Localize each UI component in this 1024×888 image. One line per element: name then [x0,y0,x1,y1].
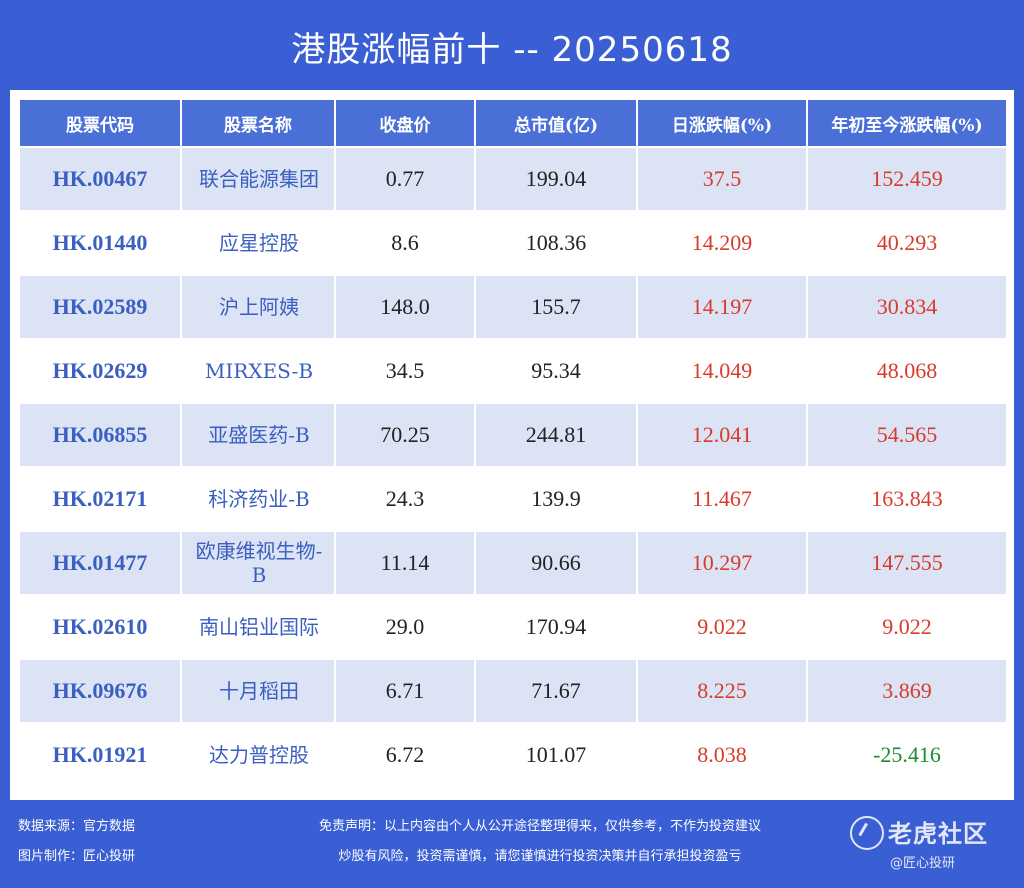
stock-name-cell: 亚盛医药-B [180,402,336,468]
stock-code-cell: HK.01440 [18,210,182,276]
table-card: 股票代码 股票名称 收盘价 总市值(亿) 日涨跌幅(%) 年初至今涨跌幅(%) … [10,90,1014,800]
stock-name-cell: 沪上阿姨 [180,274,336,340]
table-row: HK.01921 达力普控股 6.72 101.07 8.038 -25.416 [18,722,1008,788]
close-price-cell: 0.77 [334,146,476,212]
stock-name-cell: 应星控股 [180,210,336,276]
market-cap-cell: 95.34 [474,338,638,404]
close-price-cell: 8.6 [334,210,476,276]
table-row: HK.01477 欧康维视生物-B 11.14 90.66 10.297 147.555 [18,530,1008,596]
stock-name-cell: MIRXES-B [180,338,336,404]
footer-left: 数据来源：官方数据 图片制作：匠心投研 [18,812,135,872]
data-source: 数据来源：官方数据 [18,819,136,834]
stock-code-cell: HK.02610 [18,594,182,660]
disclaimer-line-2: 炒股有风险，投资需谨慎，请您谨慎进行投资决策并自行承担投资盈亏 [338,849,742,864]
day-change-cell: 11.467 [636,466,808,532]
disclaimer-line-1: 免责声明：以上内容由个人从公开途径整理得来，仅供参考，不作为投资建议 [318,819,761,834]
stock-table: 股票代码 股票名称 收盘价 总市值(亿) 日涨跌幅(%) 年初至今涨跌幅(%) … [18,98,1008,788]
ytd-change-cell: 147.555 [806,530,1008,596]
table-row: HK.09676 十月稻田 6.71 71.67 8.225 3.869 [18,658,1008,724]
ytd-change-cell: 54.565 [806,402,1008,468]
image-maker: 图片制作：匠心投研 [18,849,136,864]
market-cap-cell: 170.94 [474,594,638,660]
day-change-cell: 14.049 [636,338,808,404]
table-row: HK.00467 联合能源集团 0.77 199.04 37.5 152.459 [18,146,1008,212]
ytd-change-cell: 9.022 [806,594,1008,660]
close-price-cell: 11.14 [334,530,476,596]
disclaimer: 免责声明：以上内容由个人从公开途径整理得来，仅供参考，不作为投资建议 炒股有风险… [250,812,830,872]
table-row: HK.02610 南山铝业国际 29.0 170.94 9.022 9.022 [18,594,1008,660]
header-name: 股票名称 [180,98,336,148]
brand-watermark: 老虎社区 @匠心投研 [830,812,1010,882]
ytd-change-cell: 163.843 [806,466,1008,532]
stock-name-cell: 达力普控股 [180,722,336,788]
tiger-logo-icon [850,816,884,850]
stock-code-cell: HK.01477 [18,530,182,596]
day-change-cell: 14.197 [636,274,808,340]
day-change-cell: 14.209 [636,210,808,276]
brand-handle: @匠心投研 [890,856,956,871]
market-cap-cell: 108.36 [474,210,638,276]
header-code: 股票代码 [18,98,182,148]
stock-name-cell: 十月稻田 [180,658,336,724]
day-change-cell: 12.041 [636,402,808,468]
stock-name-cell: 科济药业-B [180,466,336,532]
stock-code-cell: HK.02171 [18,466,182,532]
footer: 数据来源：官方数据 图片制作：匠心投研 免责声明：以上内容由个人从公开途径整理得… [0,812,1024,888]
header-close: 收盘价 [334,98,476,148]
close-price-cell: 6.71 [334,658,476,724]
table-header-row: 股票代码 股票名称 收盘价 总市值(亿) 日涨跌幅(%) 年初至今涨跌幅(%) [18,98,1008,148]
stock-code-cell: HK.02589 [18,274,182,340]
brand-name: 老虎社区 [888,820,988,848]
stock-name-cell: 南山铝业国际 [180,594,336,660]
market-cap-cell: 101.07 [474,722,638,788]
close-price-cell: 29.0 [334,594,476,660]
header-ytd-change: 年初至今涨跌幅(%) [806,98,1008,148]
header-market-cap: 总市值(亿) [474,98,638,148]
ytd-change-cell: 30.834 [806,274,1008,340]
close-price-cell: 70.25 [334,402,476,468]
stock-code-cell: HK.02629 [18,338,182,404]
header-day-change: 日涨跌幅(%) [636,98,808,148]
ytd-change-cell: -25.416 [806,722,1008,788]
ytd-change-cell: 40.293 [806,210,1008,276]
day-change-cell: 8.038 [636,722,808,788]
close-price-cell: 6.72 [334,722,476,788]
stock-code-cell: HK.01921 [18,722,182,788]
table-row: HK.06855 亚盛医药-B 70.25 244.81 12.041 54.565 [18,402,1008,468]
market-cap-cell: 90.66 [474,530,638,596]
market-cap-cell: 139.9 [474,466,638,532]
close-price-cell: 148.0 [334,274,476,340]
close-price-cell: 24.3 [334,466,476,532]
stock-code-cell: HK.00467 [18,146,182,212]
stock-code-cell: HK.09676 [18,658,182,724]
table-row: HK.02629 MIRXES-B 34.5 95.34 14.049 48.068 [18,338,1008,404]
day-change-cell: 10.297 [636,530,808,596]
day-change-cell: 8.225 [636,658,808,724]
day-change-cell: 9.022 [636,594,808,660]
close-price-cell: 34.5 [334,338,476,404]
market-cap-cell: 244.81 [474,402,638,468]
day-change-cell: 37.5 [636,146,808,212]
stock-name-cell: 联合能源集团 [180,146,336,212]
page-title: 港股涨幅前十 -- 20250618 [291,30,733,70]
market-cap-cell: 155.7 [474,274,638,340]
stock-code-cell: HK.06855 [18,402,182,468]
market-cap-cell: 71.67 [474,658,638,724]
table-row: HK.02171 科济药业-B 24.3 139.9 11.467 163.843 [18,466,1008,532]
table-row: HK.02589 沪上阿姨 148.0 155.7 14.197 30.834 [18,274,1008,340]
market-cap-cell: 199.04 [474,146,638,212]
ytd-change-cell: 152.459 [806,146,1008,212]
table-row: HK.01440 应星控股 8.6 108.36 14.209 40.293 [18,210,1008,276]
stock-name-cell: 欧康维视生物-B [180,530,336,596]
ytd-change-cell: 3.869 [806,658,1008,724]
ytd-change-cell: 48.068 [806,338,1008,404]
